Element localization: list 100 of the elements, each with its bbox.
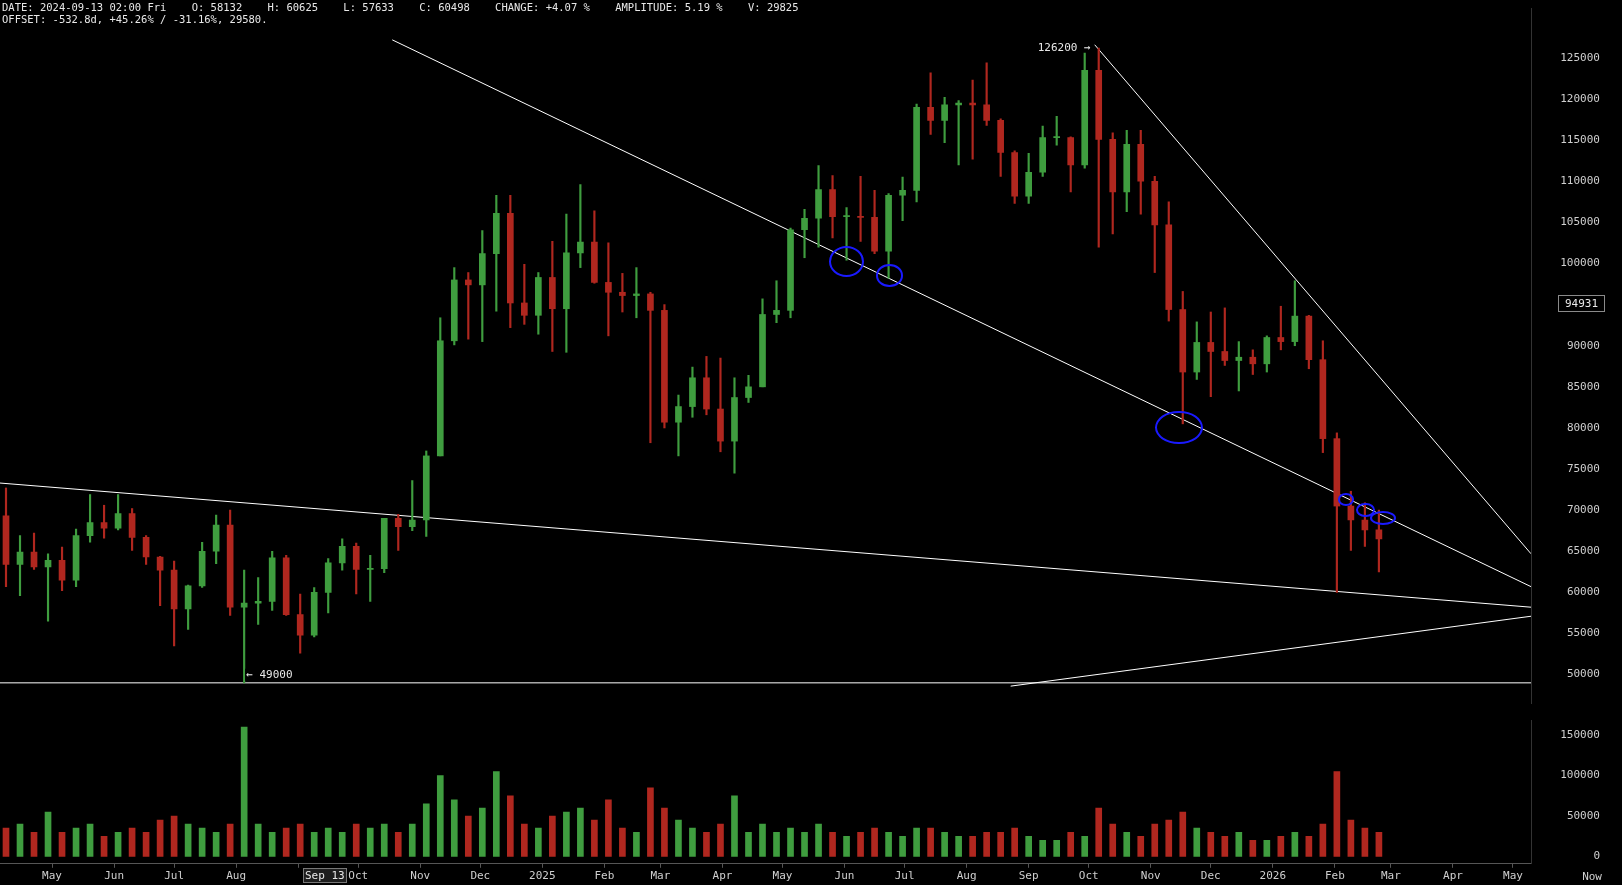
- x-tick-label: Feb: [1324, 869, 1345, 883]
- bar: [268, 831, 276, 857]
- bar: [464, 815, 472, 857]
- x-tick-label: Aug: [956, 869, 977, 883]
- y-tick-label: 55000: [1566, 626, 1600, 640]
- bar: [815, 823, 822, 857]
- bar: [1137, 835, 1145, 857]
- bar: [1263, 840, 1271, 857]
- bar: [633, 831, 640, 857]
- x-tick-label: Feb: [594, 869, 615, 883]
- bar: [1109, 823, 1117, 857]
- bar: [184, 823, 192, 857]
- x-tick-label: Jun: [834, 869, 855, 883]
- annotation: DATE: 2024-09-13 02:00 Fri O: 58132 H: 60625 L: 57633 C: 60498 CHANGE: +4.07 % AMPLITUDE: 5.19 % V: 29825: [2, 1, 799, 13]
- bar: [1277, 835, 1285, 857]
- bar: [1235, 831, 1243, 857]
- bar: [142, 831, 150, 857]
- x-tick-label: Nov: [410, 869, 431, 883]
- bar: [72, 827, 80, 857]
- y-tick-label: 115000: [1560, 133, 1600, 147]
- bar: [787, 827, 794, 857]
- bar: [535, 827, 542, 857]
- bar: [408, 823, 416, 857]
- bar: [731, 795, 738, 857]
- bar: [857, 831, 864, 857]
- y-tick-label: 70000: [1566, 503, 1600, 517]
- y-tick-label: 100000: [1560, 768, 1600, 782]
- y-tick-label: 105000: [1560, 215, 1600, 229]
- x-tick-label: 2025: [529, 869, 556, 883]
- bar: [226, 823, 234, 857]
- x-tick-label: Oct: [348, 869, 369, 883]
- bar: [1207, 831, 1215, 857]
- bar: [212, 831, 220, 857]
- x-tick-label: Apr: [1443, 869, 1464, 883]
- bar: [44, 811, 52, 857]
- bar: [478, 807, 486, 857]
- y-tick-label: 50000: [1566, 808, 1600, 822]
- bar: [100, 835, 108, 857]
- bar: [1053, 840, 1061, 857]
- bar: [16, 823, 24, 857]
- bar: [1221, 835, 1229, 857]
- y-tick-label: 65000: [1566, 544, 1600, 558]
- x-tick-label: Jul: [164, 869, 185, 883]
- bar: [1095, 807, 1103, 857]
- bar: [1249, 840, 1257, 857]
- bar: [1081, 835, 1089, 857]
- bar: [324, 827, 332, 857]
- bar: [1347, 819, 1355, 857]
- bar: [366, 827, 374, 857]
- y-tick-label: 85000: [1566, 379, 1600, 393]
- bar: [969, 835, 976, 857]
- bar: [296, 823, 304, 857]
- bar: [1067, 831, 1075, 857]
- bar: [913, 827, 920, 857]
- bar: [380, 823, 388, 857]
- annotation: ← 49000: [246, 667, 293, 681]
- y-tick-label: 0: [1593, 849, 1600, 863]
- bar: [1361, 827, 1369, 857]
- bar: [647, 787, 654, 857]
- annotation: OFFSET: -532.8d, +45.26% / -31.16%, 29580.: [2, 13, 268, 25]
- bar: [492, 771, 500, 857]
- y-tick-label: 150000: [1560, 728, 1600, 742]
- x-tick-label: Jul: [894, 869, 915, 883]
- bar: [577, 807, 584, 857]
- y-tick-label: 50000: [1566, 667, 1600, 681]
- bar: [675, 819, 682, 857]
- bar: [1319, 823, 1327, 857]
- bar: [310, 831, 318, 857]
- bar: [1123, 831, 1131, 857]
- bar: [717, 823, 724, 857]
- bar: [507, 795, 514, 857]
- bar: [619, 827, 626, 857]
- bar: [801, 831, 808, 857]
- bar: [955, 835, 962, 857]
- x-tick-label: Nov: [1140, 869, 1162, 883]
- bar: [759, 823, 766, 857]
- y-tick-label: 80000: [1566, 420, 1600, 434]
- text: Sep 13: [303, 868, 347, 883]
- bar: [1333, 771, 1341, 857]
- y-tick-label: 125000: [1560, 50, 1600, 64]
- bar: [1011, 827, 1018, 857]
- bar: [254, 823, 262, 857]
- bar: [86, 823, 94, 857]
- x-tick-label: May: [772, 869, 793, 883]
- bar: [689, 827, 696, 857]
- bar: [114, 831, 122, 857]
- text: 94931: [1558, 295, 1606, 312]
- y-tick-label: 90000: [1566, 338, 1600, 352]
- bar: [563, 811, 570, 857]
- bar: [997, 831, 1004, 857]
- bar: [422, 803, 430, 857]
- annotation: 126200 →: [1037, 40, 1092, 54]
- bar: [773, 831, 780, 857]
- bar: [703, 831, 710, 857]
- bar: [282, 827, 290, 857]
- bar: [745, 831, 752, 857]
- y-tick-label: 100000: [1560, 256, 1600, 270]
- bar: [450, 799, 458, 857]
- bar: [58, 831, 66, 857]
- y-tick-label: 75000: [1566, 461, 1600, 475]
